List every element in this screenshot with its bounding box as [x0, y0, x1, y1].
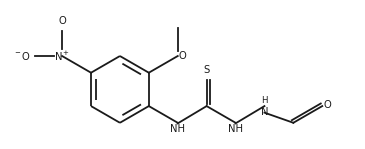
Text: $^-$O: $^-$O [13, 50, 31, 62]
Text: NH: NH [228, 124, 243, 134]
Text: O: O [58, 16, 66, 27]
Text: O: O [323, 100, 331, 111]
Text: NH: NH [170, 124, 185, 134]
Text: S: S [204, 65, 210, 75]
Text: N: N [261, 107, 268, 117]
Text: H: H [261, 96, 268, 105]
Text: O: O [179, 51, 187, 61]
Text: N$^+$: N$^+$ [54, 49, 70, 63]
